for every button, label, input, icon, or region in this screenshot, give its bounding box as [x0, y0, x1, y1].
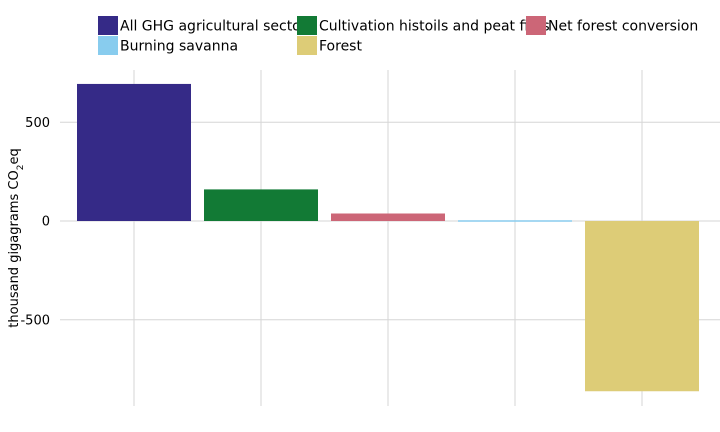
- bars: [77, 83, 699, 392]
- legend-label: Forest: [319, 39, 362, 55]
- bar-net-forest-conversion: [331, 213, 445, 221]
- legend-item: Cultivation histoils and peat fires: [297, 16, 550, 35]
- legend: All GHG agricultural sectors Cultivation …: [98, 16, 698, 55]
- bar-all-ghg-agricultural-sectors: [77, 83, 191, 221]
- legend-swatch: [297, 36, 317, 55]
- legend-swatch: [98, 36, 118, 55]
- legend-swatch: [297, 16, 317, 35]
- bar-forest: [585, 221, 699, 392]
- legend-item: Net forest conversion: [526, 16, 698, 35]
- y-tick-label: -500: [20, 313, 50, 328]
- legend-swatch: [526, 16, 546, 35]
- legend-item: All GHG agricultural sectors: [98, 16, 314, 35]
- legend-label: Burning savanna: [120, 39, 238, 55]
- bar-cultivation-histoils-and-peat-fires: [204, 189, 318, 221]
- bar-burning-savanna: [458, 220, 572, 222]
- legend-item: Forest: [297, 36, 362, 55]
- legend-label: All GHG agricultural sectors: [120, 19, 314, 35]
- legend-label: Cultivation histoils and peat fires: [319, 19, 550, 35]
- y-tick-label: 500: [25, 116, 50, 131]
- y-axis-title: thousand gigagrams CO2eq: [7, 148, 26, 327]
- y-tick-label: 0: [42, 215, 50, 230]
- y-axis-ticks: -500 0 500: [20, 116, 50, 329]
- legend-label: Net forest conversion: [548, 19, 698, 35]
- legend-item: Burning savanna: [98, 36, 238, 55]
- legend-swatch: [98, 16, 118, 35]
